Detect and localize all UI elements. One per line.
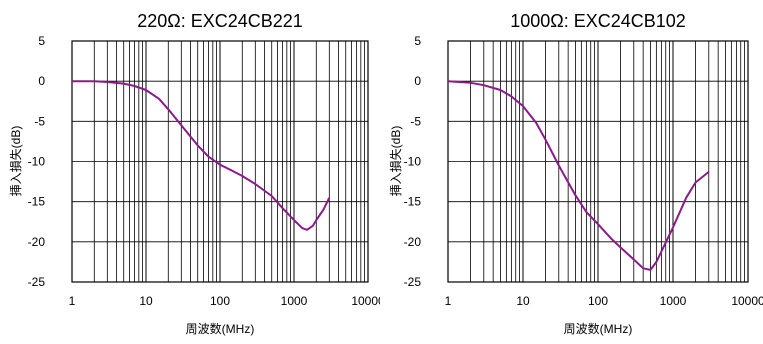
x-tick-label: 1000 [660,294,687,308]
y-tick-label: -5 [34,114,45,128]
y-tick-label: -15 [28,195,46,209]
x-tick-label: 1 [69,294,76,308]
y-axis-label: 挿入損失(dB) [8,126,23,197]
y-tick-label: -10 [404,155,422,169]
x-axis-label: 周波数(MHz) [186,321,255,336]
y-tick-label: -20 [404,235,422,249]
y-tick-label: -15 [404,195,422,209]
plot-area: 1 10 100 1000 10000 5 0 -5 -10 -15 -20 -25 [28,34,385,308]
x-tick-label: 10 [516,294,530,308]
y-tick-label: 5 [38,34,45,48]
x-tick-label: 100 [588,294,608,308]
y-tick-label: 0 [38,74,45,88]
x-tick-label: 100 [210,294,230,308]
x-tick-label: 1 [445,294,452,308]
x-tick-label: 10000 [731,294,763,308]
chart-title: 1000Ω: EXC24CB102 [510,11,686,31]
x-tick-label: 10000 [351,294,380,308]
y-tick-label: -5 [410,114,421,128]
chart-220ohm: 220Ω: EXC24CB221 1 10 100 1000 10000 5 0 -5 -10 -… [0,0,385,344]
chart-1000ohm-svg: 1000Ω: EXC24CB102 1 10 100 1000 10000 5 0 -5 -10… [388,11,763,336]
x-tick-label: 1000 [281,294,308,308]
y-axis-label: 挿入損失(dB) [388,126,403,197]
x-tick-label: 10 [139,294,153,308]
y-tick-label: 0 [414,74,421,88]
plot-area: 1 10 100 1000 10000 5 0 -5 -10 -15 -20 -25 [404,34,763,308]
chart-1000ohm: 1000Ω: EXC24CB102 1 10 100 1000 10000 5 0 -5 -10… [380,0,763,344]
chart-220ohm-svg: 220Ω: EXC24CB221 1 10 100 1000 10000 5 0 -5 -10 -… [8,11,385,336]
plot-frame [447,40,749,283]
y-tick-label: -25 [28,275,46,289]
y-tick-label: 5 [414,34,421,48]
series-line [447,80,710,271]
y-tick-label: -10 [28,155,46,169]
y-tick-label: -25 [404,275,422,289]
y-tick-label: -20 [28,235,46,249]
x-axis-label: 周波数(MHz) [564,321,633,336]
series-line [72,80,331,231]
chart-title: 220Ω: EXC24CB221 [137,11,303,31]
plot-frame [71,40,369,283]
